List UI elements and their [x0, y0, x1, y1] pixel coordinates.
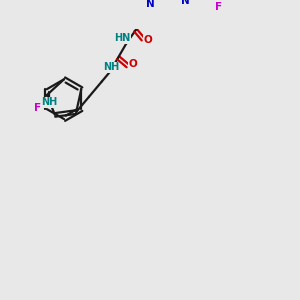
- Text: NH: NH: [41, 97, 58, 107]
- Text: HN: HN: [115, 33, 131, 43]
- Text: O: O: [143, 35, 152, 45]
- Text: F: F: [34, 103, 41, 113]
- Text: NH: NH: [103, 62, 119, 72]
- Text: F: F: [214, 2, 222, 12]
- Text: N: N: [182, 0, 190, 6]
- Text: O: O: [129, 59, 138, 69]
- Text: N: N: [146, 0, 155, 9]
